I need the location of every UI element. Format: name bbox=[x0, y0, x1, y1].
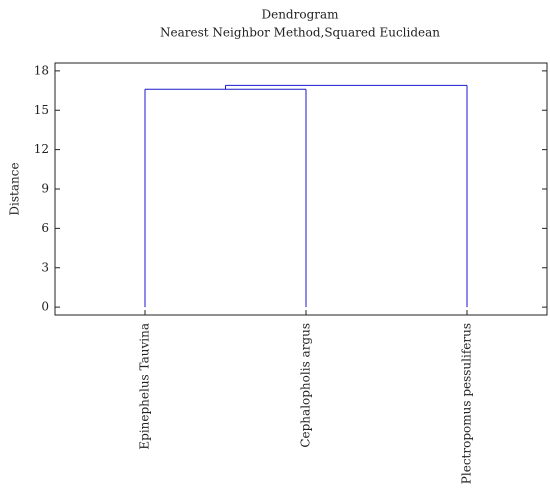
y-tick-label: 0 bbox=[41, 300, 49, 314]
y-tick-label: 6 bbox=[41, 221, 49, 235]
chart-title: Dendrogram bbox=[261, 8, 339, 22]
plot-frame bbox=[54, 62, 548, 316]
y-tick-label: 15 bbox=[34, 103, 49, 117]
y-tick-label: 18 bbox=[34, 63, 49, 77]
x-tick-label: Epinephelus Tauvina bbox=[138, 323, 152, 450]
y-tick-label: 12 bbox=[34, 142, 49, 156]
x-tick-label: Cephalopholis argus bbox=[299, 323, 313, 448]
y-axis-label: Distance bbox=[8, 162, 22, 215]
y-tick-label: 3 bbox=[41, 260, 49, 274]
y-tick-label: 9 bbox=[41, 182, 49, 196]
x-tick-label: Plectropomus pessuliferus bbox=[460, 323, 474, 484]
chart-subtitle: Nearest Neighbor Method,Squared Euclidea… bbox=[160, 26, 440, 40]
